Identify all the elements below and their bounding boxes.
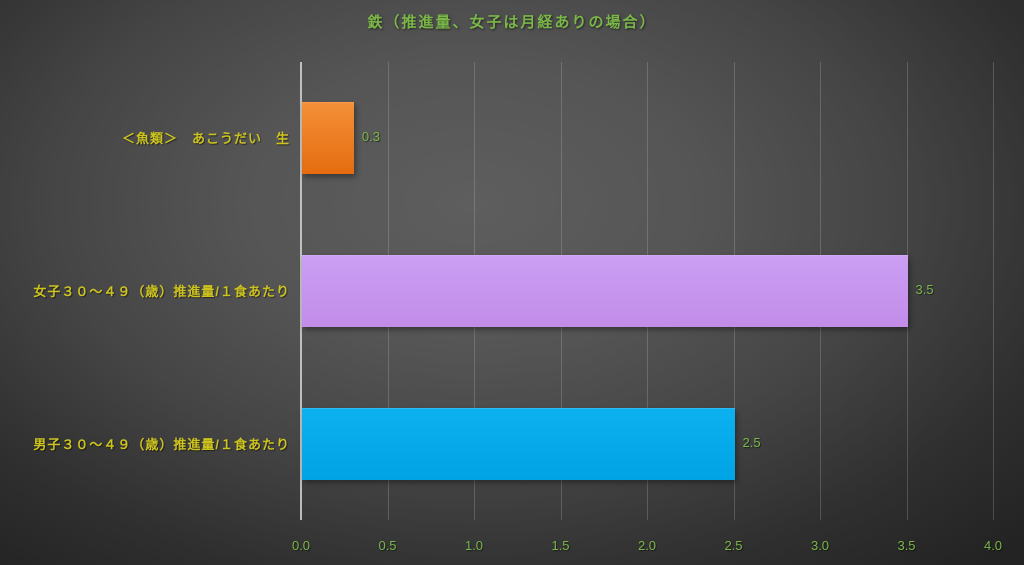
value-label: 3.5 <box>915 282 934 297</box>
x-tick-label: 0.0 <box>291 538 311 553</box>
x-tick-label: 1.5 <box>551 538 570 553</box>
chart-title: 鉄（推進量、女子は月経ありの場合） <box>367 14 657 31</box>
x-tick-label: 2.0 <box>637 538 657 553</box>
x-tick-label: 2.5 <box>724 538 743 553</box>
x-tick-label: 3.0 <box>810 538 830 553</box>
category-label: ＜魚類＞ あこうだい 生 <box>121 131 290 147</box>
category-label: 女子３０～４９（歳）推進量/１食あたり <box>33 284 290 299</box>
plot-area <box>300 62 994 520</box>
bar[interactable] <box>302 255 908 327</box>
gridline <box>993 62 994 520</box>
x-tick-label: 3.5 <box>897 538 916 553</box>
bar[interactable] <box>302 102 354 175</box>
category-label: 男子３０～４９（歳）推進量/１食あたり <box>33 436 290 452</box>
bar[interactable] <box>302 407 735 480</box>
value-label: 0.3 <box>361 129 380 145</box>
x-tick-label: 4.0 <box>983 538 1003 553</box>
x-tick-label: 1.0 <box>464 538 484 553</box>
y-axis-line <box>300 62 302 520</box>
x-tick-label: 0.5 <box>378 538 397 553</box>
value-label: 2.5 <box>742 434 761 450</box>
